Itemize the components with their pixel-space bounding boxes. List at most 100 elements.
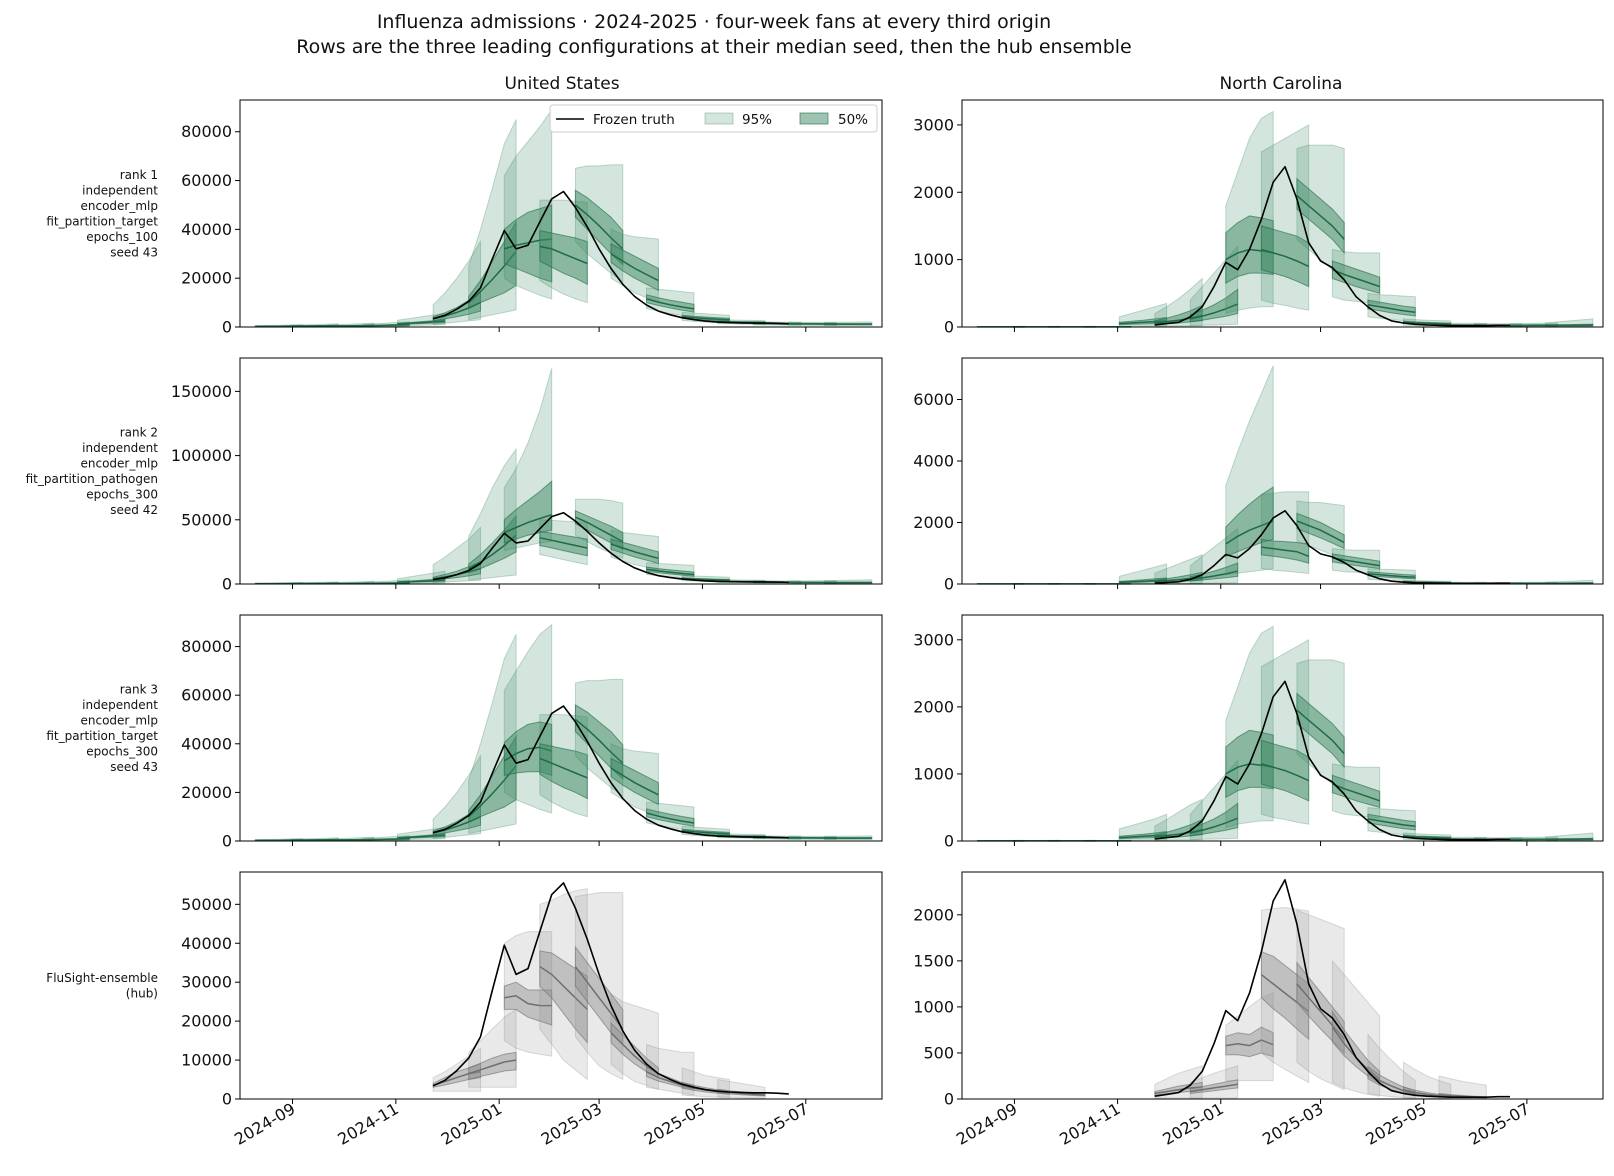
row-label-line: epochs_100 bbox=[86, 230, 158, 244]
fan-median-line bbox=[610, 543, 659, 560]
row-label-line: epochs_300 bbox=[86, 487, 158, 501]
y-tick-label: 80000 bbox=[181, 637, 232, 656]
y-tick-label: 0 bbox=[222, 832, 232, 851]
fan-median-line bbox=[575, 516, 624, 543]
x-tick-label: 2025-05 bbox=[1362, 1099, 1429, 1149]
fan-50-band bbox=[646, 294, 695, 313]
y-tick-label: 100000 bbox=[171, 446, 232, 465]
y-tick-label: 1500 bbox=[913, 951, 954, 970]
forecast-fan bbox=[823, 835, 873, 840]
fan-median-line bbox=[682, 315, 730, 321]
column-title-nc: North Carolina bbox=[1220, 74, 1343, 94]
fan-median-line bbox=[1332, 783, 1380, 802]
fan-median-line bbox=[682, 830, 730, 835]
legend-95-swatch bbox=[704, 112, 734, 125]
fan-95-band bbox=[1331, 959, 1381, 1097]
row-label-line: independent bbox=[82, 698, 158, 712]
y-tick-label: 2000 bbox=[913, 697, 954, 716]
y-tick-label: 1000 bbox=[913, 764, 954, 783]
truth-line bbox=[432, 511, 789, 584]
forecast-fan bbox=[468, 1008, 517, 1088]
forecast-fan bbox=[1367, 292, 1416, 323]
truth-line bbox=[1154, 165, 1510, 327]
row-label-line: rank 3 bbox=[120, 682, 158, 696]
x-tick-label: 2025-07 bbox=[1465, 1099, 1532, 1149]
fan-median-line bbox=[539, 757, 588, 779]
truth-line bbox=[1154, 680, 1510, 841]
forecast-fan bbox=[1331, 763, 1381, 819]
forecast-fan bbox=[1438, 1075, 1487, 1100]
y-tick-label: 20000 bbox=[181, 269, 232, 288]
fan-median-line bbox=[504, 995, 552, 1007]
fan-50-band bbox=[539, 743, 588, 800]
fan-median-line bbox=[539, 537, 588, 549]
panel-r1-nc: 0 1000 2000 3000 bbox=[913, 99, 1604, 337]
y-tick-label: 2000 bbox=[913, 905, 954, 924]
forecast-fan bbox=[1260, 638, 1310, 825]
forecast-fan bbox=[539, 714, 588, 818]
y-tick-label: 0 bbox=[944, 832, 954, 851]
forecast-fan bbox=[1296, 659, 1345, 796]
row-label-line: (hub) bbox=[126, 986, 158, 1000]
y-tick-label: 0 bbox=[944, 575, 954, 594]
truth-line bbox=[1154, 509, 1510, 585]
forecast-fan bbox=[1331, 548, 1381, 575]
fan-median-line bbox=[574, 204, 624, 250]
fan-median-line bbox=[610, 253, 659, 282]
y-tick-label: 40000 bbox=[181, 734, 232, 753]
row-label-line: FluSight-ensemble bbox=[46, 971, 158, 985]
y-tick-label: 1000 bbox=[913, 997, 954, 1016]
forecast-fan bbox=[646, 562, 695, 580]
fan-median-line bbox=[574, 718, 624, 764]
fan-median-line bbox=[1225, 520, 1274, 545]
forecast-fan bbox=[1367, 806, 1416, 837]
fan-median-line bbox=[1403, 835, 1451, 839]
y-tick-label: 10000 bbox=[181, 1051, 232, 1070]
figure-title-line-2: Rows are the three leading configuration… bbox=[296, 36, 1131, 58]
fan-median-line bbox=[397, 320, 446, 325]
y-tick-label: 80000 bbox=[181, 122, 232, 141]
row-label-line: encoder_mlp bbox=[80, 713, 158, 727]
fan-median-line bbox=[1260, 974, 1310, 1013]
fan-median-line bbox=[1296, 520, 1345, 544]
fan-50-band bbox=[1331, 260, 1381, 294]
row-label-line: rank 1 bbox=[120, 168, 158, 182]
forecast-fan bbox=[823, 321, 873, 326]
fan-median-line bbox=[397, 834, 446, 839]
fan-median-line bbox=[468, 1059, 517, 1075]
row-label-line: fit_partition_target bbox=[46, 729, 158, 743]
panel-r4-nc: 0 500 1000 1500 2000 2024-09 2024-11 2025-01 202… bbox=[913, 871, 1604, 1149]
fan-95-band bbox=[1260, 906, 1310, 1084]
fan-median-line bbox=[1403, 321, 1451, 325]
fan-median-line bbox=[1296, 195, 1345, 240]
fan-median-line bbox=[1367, 1072, 1416, 1095]
fan-median-line bbox=[1367, 573, 1416, 578]
fan-median-line bbox=[1225, 1039, 1274, 1047]
axes-frame bbox=[239, 614, 883, 842]
x-tick-label: 2025-01 bbox=[1159, 1099, 1226, 1149]
legend: Frozen truth 95% 50% bbox=[549, 104, 878, 133]
forecast-fan bbox=[1367, 568, 1416, 583]
fan-95-band bbox=[1367, 1033, 1416, 1099]
fan-median-line bbox=[1296, 709, 1345, 755]
fan-95-band bbox=[468, 1008, 517, 1088]
fan-50-band bbox=[1189, 288, 1239, 323]
fan-median-line bbox=[1261, 546, 1309, 557]
forecast-fan bbox=[539, 199, 588, 304]
forecast-fan bbox=[1189, 1065, 1239, 1099]
fan-median-line bbox=[1261, 248, 1310, 268]
y-tick-label: 0 bbox=[222, 318, 232, 337]
panel-r4-us: 0 10000 20000 30000 40000 50000 2024-09 2024-11… bbox=[181, 871, 883, 1149]
legend-50-swatch bbox=[799, 112, 829, 125]
axes-frame bbox=[961, 357, 1604, 585]
figure-title-line-1: Influenza admissions · 2024-2025 · four-… bbox=[377, 11, 1051, 33]
row-label-line: seed 43 bbox=[110, 245, 158, 259]
y-tick-label: 20000 bbox=[181, 783, 232, 802]
axes-frame bbox=[239, 871, 883, 1100]
truth-line bbox=[432, 705, 789, 839]
axes-frame bbox=[239, 99, 883, 328]
fan-median-line bbox=[646, 812, 695, 824]
y-tick-label: 150000 bbox=[171, 382, 232, 401]
x-tick-label: 2025-03 bbox=[538, 1099, 605, 1149]
